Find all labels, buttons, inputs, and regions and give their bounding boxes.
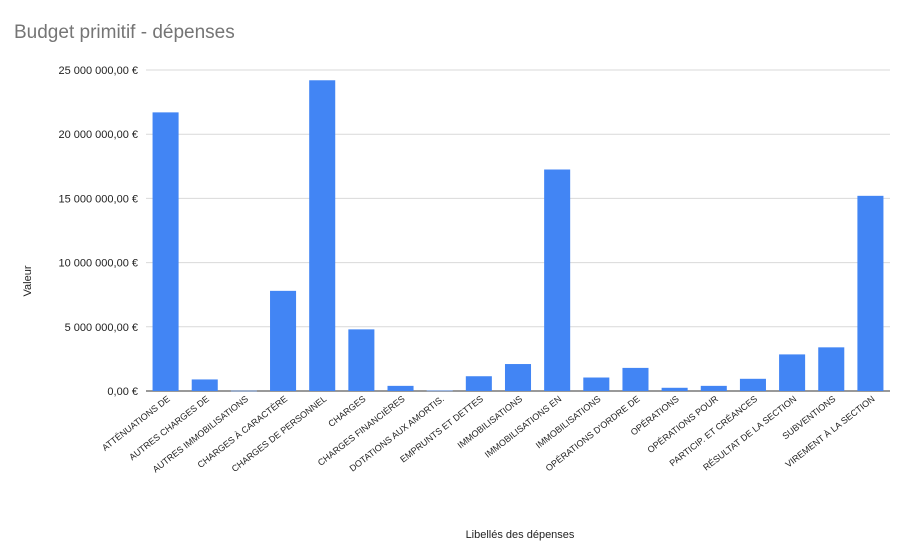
- bar[interactable]: [191, 379, 218, 391]
- bar[interactable]: [270, 290, 297, 391]
- bar[interactable]: [504, 364, 532, 391]
- bar[interactable]: [857, 195, 884, 391]
- bar[interactable]: [465, 376, 492, 391]
- bar[interactable]: [779, 354, 806, 391]
- bar[interactable]: [544, 169, 571, 391]
- y-tick-label: 5 000 000,00 €: [65, 322, 138, 334]
- bar[interactable]: [348, 329, 375, 391]
- chart-title: Budget primitif - dépenses: [14, 22, 235, 43]
- gridlines: [146, 69, 890, 392]
- bar[interactable]: [739, 378, 766, 391]
- x-tick-label: IMMOBILISATIONS EN: [483, 394, 564, 460]
- y-tick-label: 25 000 000,00 €: [58, 65, 138, 77]
- bar[interactable]: [426, 390, 453, 392]
- bars: [152, 80, 884, 392]
- bar[interactable]: [583, 377, 610, 391]
- y-axis-title: Valeur: [22, 265, 34, 296]
- x-tick-label: IMMOBILISATIONS: [456, 394, 525, 451]
- y-axis-ticks: 0,00 € 5 000 000,00 € 10 000 000,00 € 15 00…: [58, 65, 138, 398]
- bar[interactable]: [309, 80, 336, 391]
- y-tick-label: 15 000 000,00 €: [58, 193, 138, 205]
- x-tick-label: OPÉRATIONS POUR: [645, 393, 720, 455]
- y-tick-label: 10 000 000,00 €: [58, 258, 138, 270]
- x-tick-label: IMMOBILISATIONS: [534, 394, 603, 451]
- bar[interactable]: [700, 385, 727, 391]
- x-axis-title: Libellés des dépenses: [466, 529, 575, 541]
- bar[interactable]: [661, 387, 688, 391]
- y-tick-label: 0,00 €: [107, 386, 138, 398]
- bar[interactable]: [387, 385, 414, 391]
- bar[interactable]: [622, 367, 649, 391]
- x-tick-label: ATTÉNUATIONS DE: [100, 394, 172, 453]
- bar[interactable]: [230, 390, 257, 392]
- bar[interactable]: [818, 347, 845, 391]
- y-tick-label: 20 000 000,00 €: [58, 129, 138, 141]
- bar[interactable]: [152, 112, 179, 391]
